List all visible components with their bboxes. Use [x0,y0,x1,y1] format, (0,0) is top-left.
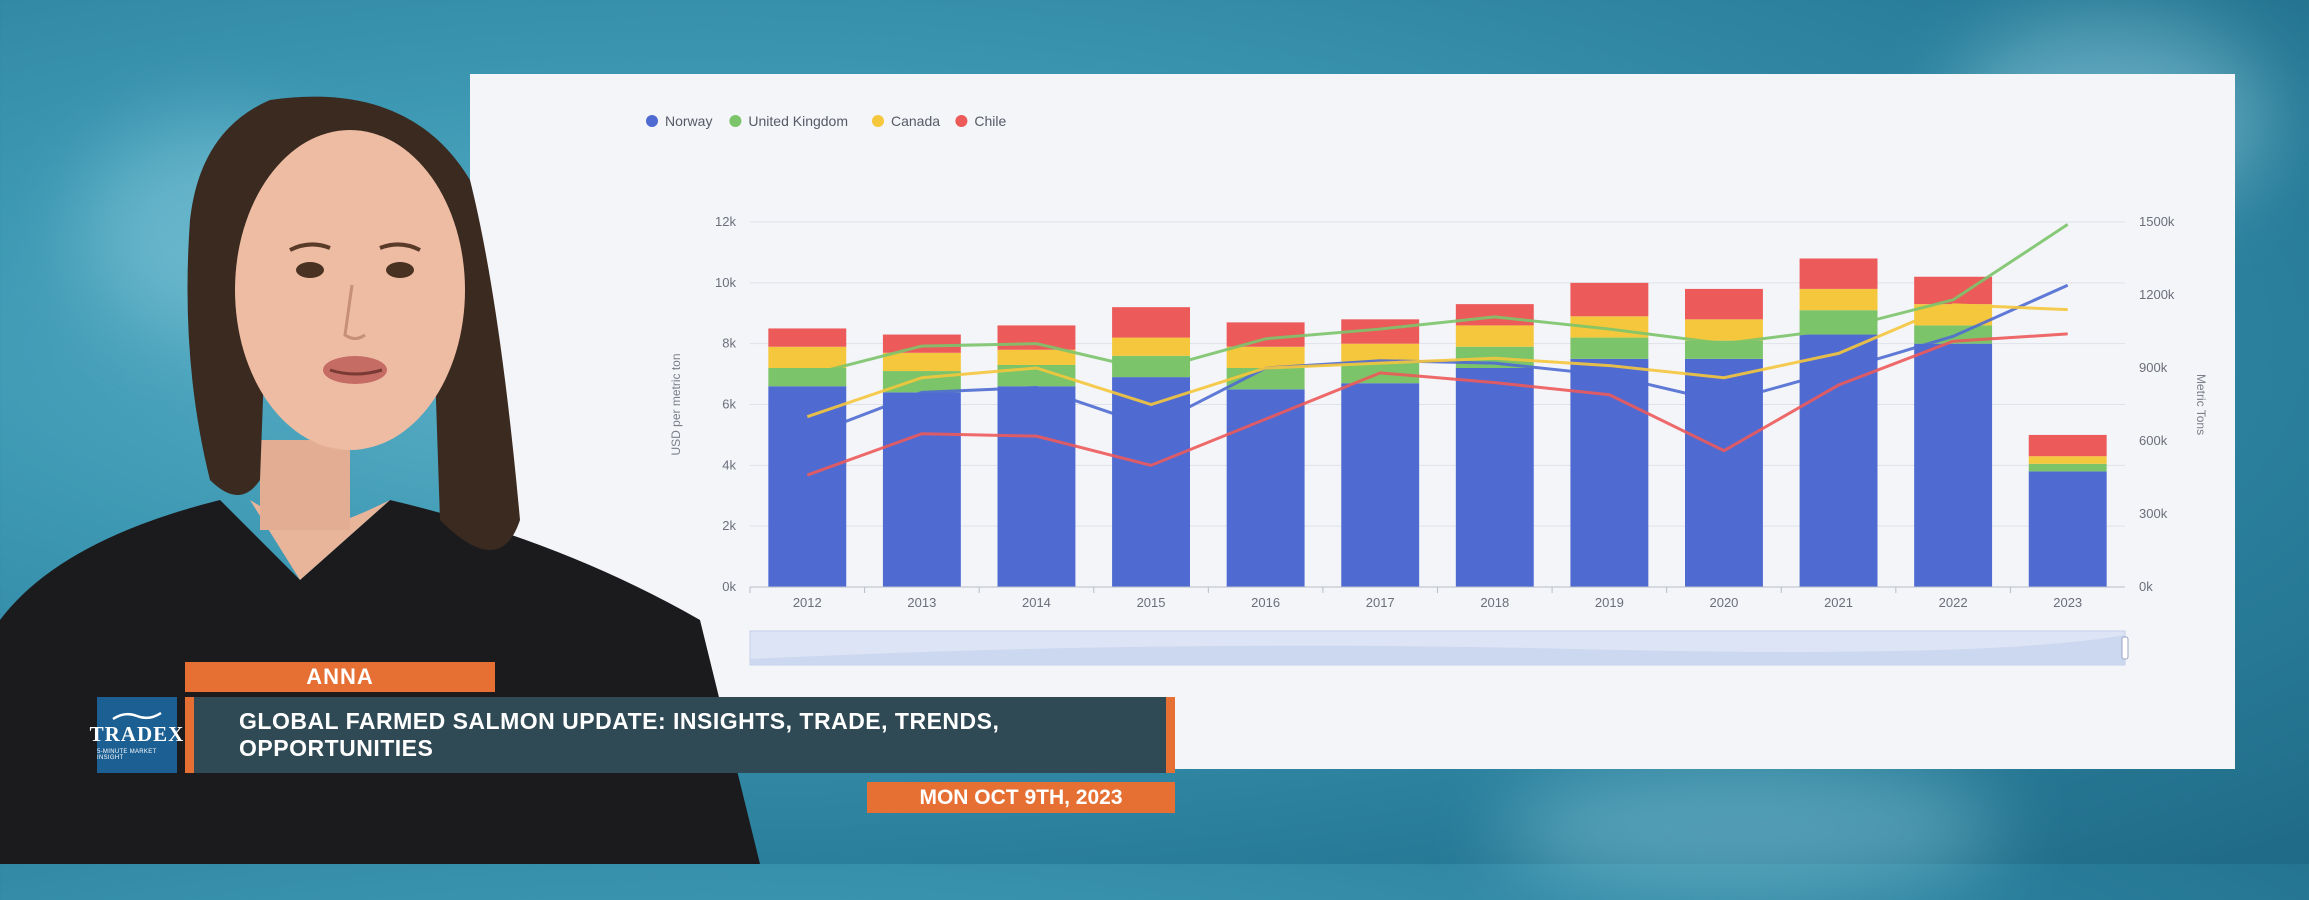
bar-canada-2014 [997,349,1076,365]
y-left-tick-label: 0k [722,579,736,594]
bar-norway-2012 [768,386,847,587]
bar-chile-2014 [997,325,1076,350]
bar-norway-2014 [997,386,1076,587]
y-left-tick-label: 6k [722,397,736,412]
bar-canada-2017 [1341,343,1420,362]
bar-canada-2015 [1112,337,1190,356]
bar-norway-2023 [2028,471,2107,587]
legend-label-canada: Canada [891,113,940,129]
zoom-handle[interactable] [2121,636,2129,660]
bar-canada-2018 [1455,325,1534,347]
bar-united-kingdom-2016 [1226,368,1305,390]
x-tick-label: 2019 [1595,595,1624,610]
y-left-tick-label: 10k [715,275,736,290]
chart-axes: 0k 2k 4k 6k 8k 10k 12k 0k 300k 600k 900k 1200k 1500k… [669,214,2208,610]
legend-marker-canada [872,115,884,127]
bar-canada-2013 [882,352,961,372]
background-blob [1500,760,2000,900]
bar-canada-2021 [1799,288,1878,311]
bar-united-kingdom-2019 [1570,337,1649,359]
bar-united-kingdom-2020 [1685,340,1763,359]
x-tick-label: 2016 [1251,595,1280,610]
bar-chile-2013 [882,334,961,353]
legend-label-norway: Norway [665,113,712,129]
bar-norway-2021 [1799,334,1878,587]
chart-bars [768,258,2107,587]
y-right-tick-label: 300k [2139,506,2168,521]
bar-canada-2022 [1914,304,1993,326]
logo-wordmark: TRADEX [89,721,185,746]
title-accent-left [185,697,194,773]
bar-chile-2023 [2028,434,2107,457]
x-tick-label: 2023 [2053,595,2082,610]
x-tick-label: 2012 [793,595,822,610]
bar-norway-2017 [1341,383,1420,587]
wave-icon [112,711,162,720]
line-united-kingdom [806,223,2069,377]
x-tick-label: 2017 [1366,595,1395,610]
chart-lines [806,223,2069,477]
bar-norway-2015 [1112,377,1190,587]
x-tick-label: 2018 [1480,595,1509,610]
bar-canada-2012 [768,346,847,368]
bar-chile-2018 [1455,304,1534,326]
bar-chile-2020 [1685,288,1763,320]
zoom-slider[interactable] [749,630,2129,666]
chart-panel: Norway United Kingdom Canada Chile 0k 2k 4k 6k… [470,74,2235,769]
bar-norway-2018 [1455,368,1534,587]
bar-chile-2019 [1570,282,1649,317]
y-left-tick-label: 4k [722,457,736,472]
legend-marker-chile [955,115,968,127]
chart-legend: Norway United Kingdom Canada Chile [646,113,1007,129]
bar-chile-2012 [768,328,847,347]
y-right-tick-label: 600k [2139,433,2168,448]
bar-chile-2016 [1226,322,1305,347]
y-right-tick-label: 1200k [2139,287,2175,302]
bar-norway-2022 [1914,343,1993,587]
bar-norway-2013 [882,392,961,587]
logo-tagline: 5-MINUTE MARKET INSIGHT [97,748,157,761]
y-left-tick-label: 12k [715,214,736,229]
bar-canada-2020 [1685,319,1763,341]
y-right-tick-label: 900k [2139,360,2168,375]
bar-chile-2021 [1799,258,1878,289]
x-tick-label: 2013 [907,595,936,610]
bar-united-kingdom-2015 [1112,355,1190,378]
chart-svg: Norway United Kingdom Canada Chile 0k 2k 4k 6k… [646,113,2208,666]
presenter-name-bar: ANNA [185,662,495,692]
bar-united-kingdom-2023 [2028,463,2107,472]
x-tick-label: 2015 [1137,595,1166,610]
y-right-tick-label: 0k [2139,579,2153,594]
bar-chile-2015 [1112,307,1190,338]
legend-marker-norway [646,115,658,127]
bar-canada-2023 [2028,456,2107,464]
x-tick-label: 2020 [1709,595,1738,610]
title-accent-right [1166,697,1175,773]
line-canada [806,303,2068,419]
y-left-tick-label: 8k [722,336,736,351]
bar-norway-2016 [1226,389,1305,587]
legend-label-united-kingdom: United Kingdom [748,113,848,129]
bar-united-kingdom-2012 [768,368,847,387]
zoom-preview [750,635,2125,665]
x-tick-label: 2022 [1939,595,1968,610]
legend-label-chile: Chile [974,113,1006,129]
date-bar: MON OCT 9TH, 2023 [867,782,1175,813]
line-chile [806,332,2068,477]
x-tick-label: 2014 [1022,595,1051,610]
y-left-tick-label: 2k [722,518,736,533]
y-right-tick-label: 1500k [2139,214,2175,229]
bar-norway-2019 [1570,358,1649,587]
legend-marker-united-kingdom [729,115,742,127]
bar-canada-2016 [1226,346,1305,368]
y-right-axis-title: Metric Tons [2194,374,2208,435]
tradex-logo: TRADEX 5-MINUTE MARKET INSIGHT [90,697,183,773]
y-left-axis-title: USD per metric ton [669,353,683,455]
x-tick-label: 2021 [1824,595,1853,610]
headline-bar: GLOBAL FARMED SALMON UPDATE: INSIGHTS, T… [194,697,1166,773]
